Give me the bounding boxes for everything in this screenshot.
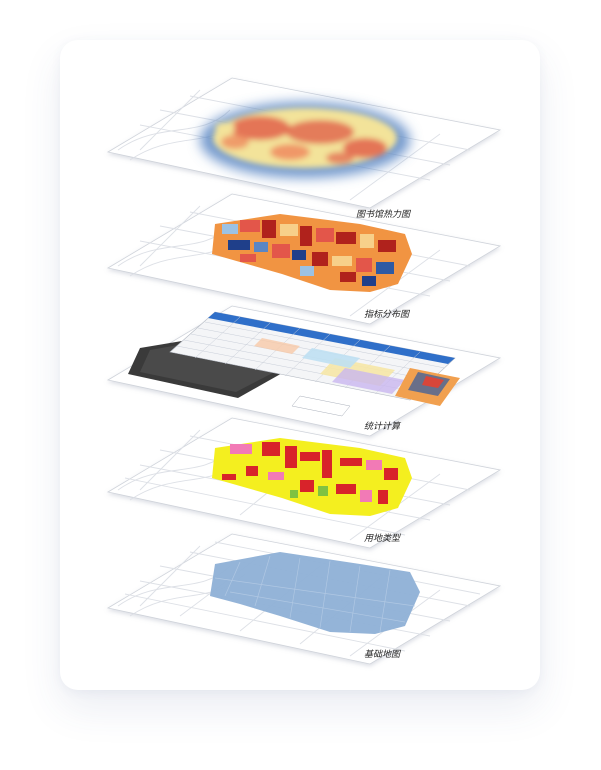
- map-layer-basemap: 基础地图: [106, 533, 502, 665]
- layer-caption-spreadsheet: 统计计算: [364, 421, 402, 432]
- layer-caption-choropleth: 指标分布图: [364, 309, 411, 320]
- map-layer-landuse: 用地类型: [106, 417, 502, 549]
- map-layer-spreadsheet: 统计计算: [106, 305, 502, 437]
- layer-caption-landuse: 用地类型: [364, 533, 401, 544]
- map-layer-choropleth: 指标分布图: [106, 193, 502, 325]
- map-layer-heatmap: 图书馆热力图: [106, 77, 502, 220]
- layer-caption-heatmap: 图书馆热力图: [356, 209, 412, 220]
- layer-caption-basemap: 基础地图: [364, 649, 402, 660]
